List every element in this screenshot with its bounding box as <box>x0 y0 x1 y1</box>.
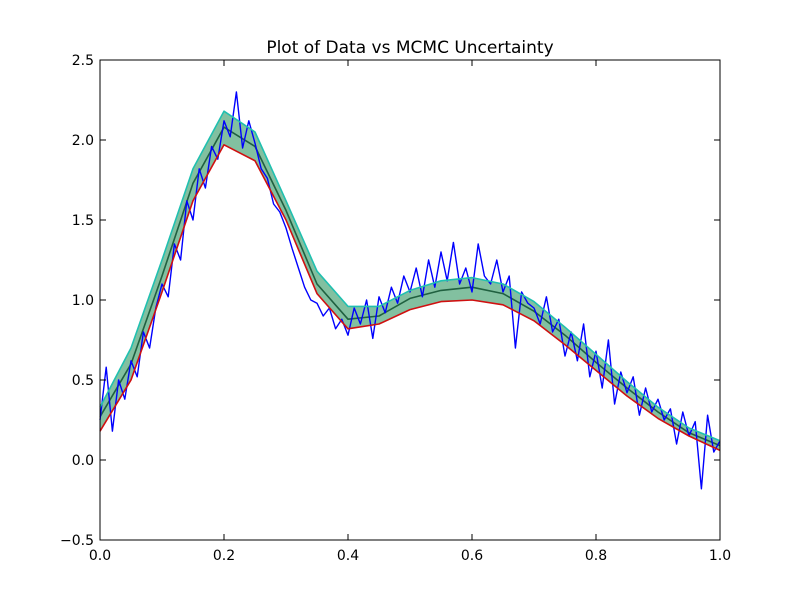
axis-ticks: 0.0 0.2 0.4 0.6 0.8 1.0−0.50.00.51.01.52.02.5 <box>60 53 731 564</box>
x-tick-label: 0.4 <box>337 548 359 564</box>
x-tick-label: 0.0 <box>89 548 111 564</box>
median-line <box>99 126 721 447</box>
x-tick-label: 0.6 <box>461 548 483 564</box>
x-tick-label: 1.0 <box>709 548 731 564</box>
y-tick-label: 0.0 <box>72 453 94 469</box>
x-tick-label: 0.8 <box>585 548 607 564</box>
y-tick-label: 2.0 <box>72 133 94 149</box>
band-lower-line <box>99 144 721 452</box>
y-tick-label: 2.5 <box>72 53 94 69</box>
y-tick-label: 1.0 <box>72 293 94 309</box>
band-upper-line <box>99 110 721 442</box>
chart-title: Plot of Data vs MCMC Uncertainty <box>266 38 553 58</box>
x-tick-label: 0.2 <box>213 548 235 564</box>
y-tick-label: 0.5 <box>72 373 94 389</box>
uncertainty-band <box>100 111 720 451</box>
y-tick-label: 1.5 <box>72 213 94 229</box>
y-tick-label: −0.5 <box>60 533 94 549</box>
plot-area <box>99 91 721 490</box>
